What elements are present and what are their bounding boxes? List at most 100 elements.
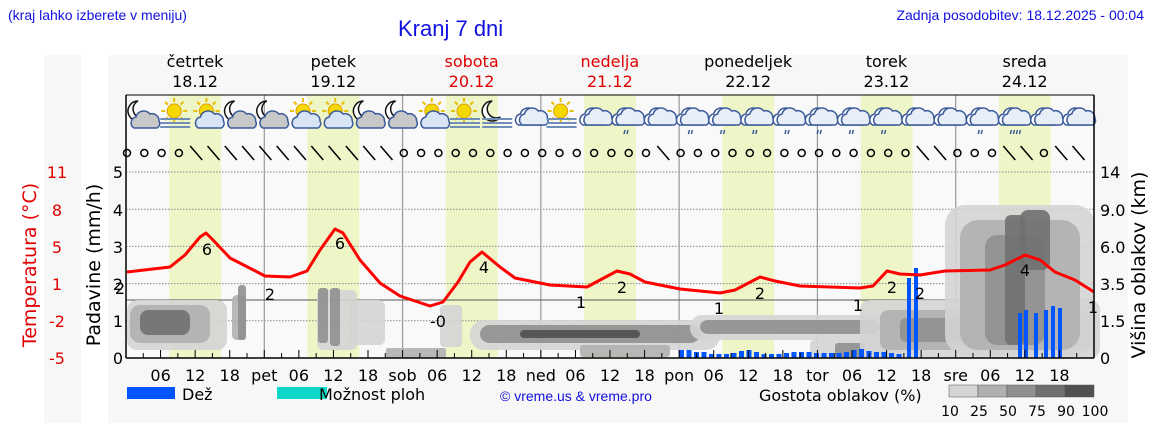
wind-calm-icon	[607, 148, 616, 158]
cloud-rain-icon	[836, 107, 871, 135]
temperature-tick: 8	[52, 201, 62, 220]
raindrop	[626, 129, 629, 135]
rain-bar	[1034, 313, 1038, 358]
sun-cloud-icon	[290, 98, 322, 129]
wind-calm-icon	[537, 148, 547, 158]
wind-calm-icon	[832, 148, 841, 158]
wind-calm-icon	[416, 148, 426, 158]
wind-calm-icon	[883, 148, 893, 158]
rain-bar	[716, 354, 722, 358]
cloud-density-swatch	[948, 384, 979, 398]
temperature-value-label: 6	[202, 240, 212, 259]
cloud-density-area	[140, 310, 190, 335]
wind-barb-icon	[1002, 145, 1016, 161]
temperature-tick: 5	[52, 238, 62, 257]
wind-calm-icon	[901, 148, 910, 158]
rain-bar	[791, 352, 797, 358]
cloud-density-area	[835, 343, 865, 358]
cloud-height-tick: 1.5	[1100, 312, 1125, 331]
wind-calm-icon	[728, 148, 737, 158]
temperature-value-label: 2	[617, 278, 627, 297]
x-tick-label: 06	[427, 366, 447, 385]
x-tick-label: 12	[600, 366, 620, 385]
rain-bar	[821, 353, 827, 358]
cloud-density-swatch	[1064, 384, 1095, 398]
x-tick-label: 06	[150, 366, 170, 385]
raindrop	[816, 129, 819, 135]
last-updated: Zadnja posodobitev: 18.12.2025 - 00:04	[896, 7, 1144, 23]
temperature-axis-panel	[44, 55, 81, 423]
temperature-value-label: 2	[115, 279, 125, 298]
cloud-shape	[323, 110, 354, 129]
cloud-density-legend-label: Gostota oblakov (%)	[759, 386, 922, 405]
raindrop	[722, 129, 726, 135]
cloud-shape	[130, 110, 161, 129]
day-date: 20.12	[448, 72, 495, 91]
wind-calm-icon	[641, 148, 651, 158]
temperature-value-label: 2	[887, 278, 897, 297]
wind-barb-icon	[189, 145, 203, 161]
cloud-density-area	[318, 288, 328, 343]
precipitation-tick: 4	[113, 201, 123, 220]
wind-calm-icon	[624, 148, 633, 158]
wind-calm-icon	[814, 148, 824, 158]
rain-bar	[761, 354, 767, 358]
cloud-density-swatch	[977, 384, 1008, 398]
cloud-height-tick: 0	[1100, 349, 1110, 368]
rain-bar	[851, 350, 857, 358]
cloud-height-tick: 6.0	[1100, 238, 1125, 257]
wind-calm-icon	[780, 148, 789, 158]
temperature-value-label: 2	[915, 284, 925, 303]
raindrop	[1018, 129, 1022, 135]
day-date: 18.12	[172, 72, 218, 91]
rain-bar	[806, 352, 812, 358]
wind-barb-icon	[1071, 145, 1086, 161]
x-tick-label: 18	[911, 366, 931, 385]
cloud-density-tick: 25	[970, 404, 988, 420]
rain-bar	[881, 352, 887, 358]
sun-shape	[553, 103, 569, 119]
x-tick-label: 18	[773, 366, 793, 385]
wind-barb-icon	[241, 145, 255, 161]
sun-cloud-icon	[418, 98, 451, 129]
day-name: petek	[310, 52, 356, 71]
x-tick-label: 12	[876, 366, 896, 385]
rain-bar	[836, 353, 842, 358]
rain-bar	[907, 278, 911, 358]
x-tick-label: 18	[496, 366, 516, 385]
wind-calm-icon	[676, 148, 685, 158]
day-name: nedelja	[580, 52, 640, 71]
wind-calm-icon	[849, 148, 858, 158]
rain-bar	[896, 354, 902, 358]
rain-legend-label: Dež	[182, 385, 213, 404]
wind-calm-icon	[503, 148, 512, 158]
moon-small-cloud-icon	[352, 100, 386, 129]
cloud-density-area	[520, 330, 640, 338]
precipitation-tick: 3	[113, 238, 123, 257]
rain-bar	[731, 353, 737, 358]
cloud-rain-icon	[804, 107, 839, 135]
x-tick-label: sre	[944, 366, 968, 385]
wind-calm-icon	[122, 148, 132, 158]
wind-calm-icon	[797, 148, 806, 158]
day-header-0: četrtek 18.12	[126, 52, 264, 92]
cloud-rain-icon	[772, 107, 807, 135]
rain-bar	[814, 353, 819, 358]
day-date: 23.12	[863, 72, 910, 91]
raindrop	[1012, 129, 1016, 135]
rain-bar	[829, 353, 834, 358]
cloud-height-tick: 9.0	[1100, 201, 1125, 220]
temperature-value-label: 1	[576, 293, 586, 312]
cloud-shape	[388, 110, 419, 129]
raindrop	[687, 129, 691, 135]
x-tick-label: 12	[462, 366, 482, 385]
x-tick-label: 12	[185, 366, 205, 385]
page-title: Kranj 7 dni	[398, 16, 504, 41]
day-name: sreda	[1002, 52, 1047, 71]
temperature-tick: -5	[49, 349, 65, 368]
x-tick-label: 06	[704, 366, 724, 385]
rain-bar	[1044, 310, 1048, 358]
day-date: 22.12	[725, 72, 772, 91]
wind-calm-icon	[710, 148, 720, 158]
